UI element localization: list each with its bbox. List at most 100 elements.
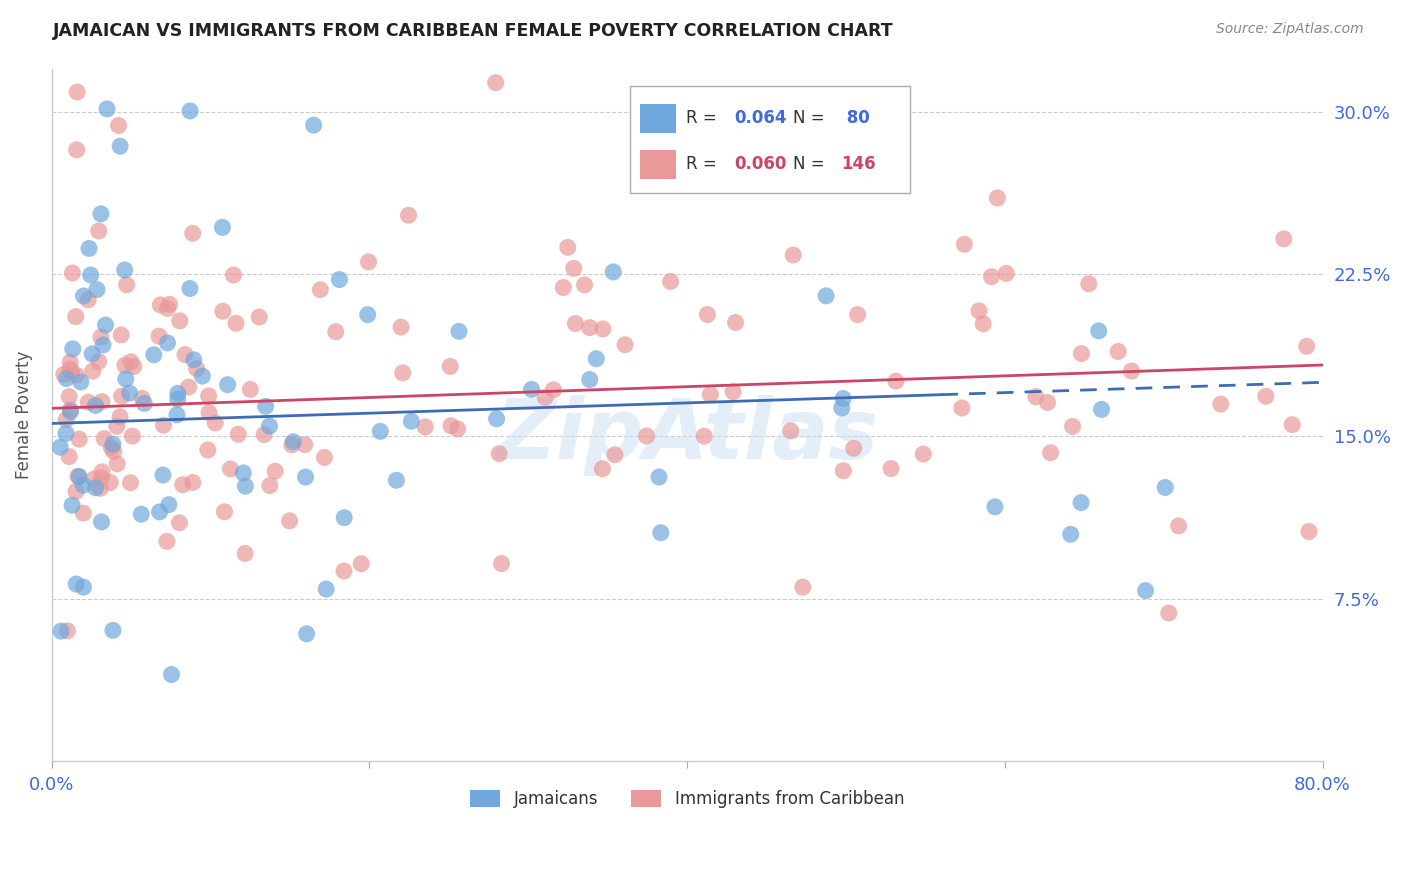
Immigrants from Caribbean	[114, 358, 136, 372]
Immigrants from Caribbean	[721, 384, 744, 399]
Immigrants from Caribbean	[389, 320, 412, 334]
Jamaicans	[142, 348, 165, 362]
Immigrants from Caribbean	[239, 383, 262, 397]
Immigrants from Caribbean	[219, 462, 242, 476]
Immigrants from Caribbean	[557, 240, 579, 254]
Jamaicans	[166, 386, 188, 401]
Immigrants from Caribbean	[181, 475, 204, 490]
Jamaicans	[328, 272, 350, 286]
Jamaicans	[485, 411, 508, 425]
Immigrants from Caribbean	[214, 505, 236, 519]
Jamaicans	[84, 399, 107, 413]
Immigrants from Caribbean	[159, 297, 181, 311]
Jamaicans	[520, 383, 543, 397]
Immigrants from Caribbean	[89, 481, 111, 495]
Immigrants from Caribbean	[253, 427, 276, 442]
Jamaicans	[49, 440, 72, 454]
Immigrants from Caribbean	[659, 275, 682, 289]
Immigrants from Caribbean	[980, 269, 1002, 284]
Immigrants from Caribbean	[578, 320, 600, 334]
Jamaicans	[295, 627, 318, 641]
Immigrants from Caribbean	[439, 359, 461, 374]
Immigrants from Caribbean	[98, 475, 121, 490]
Text: JAMAICAN VS IMMIGRANTS FROM CARIBBEAN FEMALE POVERTY CORRELATION CHART: JAMAICAN VS IMMIGRANTS FROM CARIBBEAN FE…	[53, 22, 894, 40]
Immigrants from Caribbean	[226, 427, 249, 442]
Jamaicans	[160, 667, 183, 681]
Jamaicans	[62, 342, 84, 356]
Immigrants from Caribbean	[90, 330, 112, 344]
Immigrants from Caribbean	[110, 389, 132, 403]
Immigrants from Caribbean	[65, 310, 87, 324]
Jamaicans	[259, 419, 281, 434]
Jamaicans	[235, 479, 257, 493]
Jamaicans	[602, 265, 624, 279]
Jamaicans	[179, 103, 201, 118]
Jamaicans	[283, 434, 305, 449]
Immigrants from Caribbean	[1295, 339, 1317, 353]
Immigrants from Caribbean	[1036, 395, 1059, 409]
Jamaicans	[49, 624, 72, 639]
Immigrants from Caribbean	[1121, 364, 1143, 378]
Jamaicans	[86, 283, 108, 297]
Immigrants from Caribbean	[398, 208, 420, 222]
Jamaicans	[84, 481, 107, 495]
Immigrants from Caribbean	[58, 390, 80, 404]
Immigrants from Caribbean	[880, 461, 903, 475]
Immigrants from Caribbean	[491, 557, 513, 571]
Jamaicans	[55, 426, 77, 441]
Immigrants from Caribbean	[1070, 346, 1092, 360]
Immigrants from Caribbean	[82, 364, 104, 378]
Text: 0.060: 0.060	[734, 155, 786, 173]
Immigrants from Caribbean	[1025, 390, 1047, 404]
Jamaicans	[152, 468, 174, 483]
Jamaicans	[59, 405, 82, 419]
Immigrants from Caribbean	[696, 308, 718, 322]
Immigrants from Caribbean	[197, 389, 219, 403]
Immigrants from Caribbean	[59, 355, 82, 369]
Immigrants from Caribbean	[314, 450, 336, 465]
Jamaicans	[401, 414, 423, 428]
Immigrants from Caribbean	[100, 441, 122, 455]
Immigrants from Caribbean	[91, 465, 114, 479]
Immigrants from Caribbean	[108, 409, 131, 424]
Immigrants from Caribbean	[1077, 277, 1099, 291]
Immigrants from Caribbean	[83, 472, 105, 486]
Immigrants from Caribbean	[90, 471, 112, 485]
Bar	[640, 150, 676, 179]
Immigrants from Caribbean	[281, 438, 304, 452]
Immigrants from Caribbean	[1039, 446, 1062, 460]
Immigrants from Caribbean	[60, 365, 83, 379]
Jamaicans	[648, 470, 671, 484]
Jamaicans	[55, 371, 77, 385]
Jamaicans	[118, 386, 141, 401]
Jamaicans	[96, 102, 118, 116]
Immigrants from Caribbean	[779, 424, 801, 438]
Immigrants from Caribbean	[699, 387, 721, 401]
Jamaicans	[984, 500, 1007, 514]
Immigrants from Caribbean	[105, 457, 128, 471]
Immigrants from Caribbean	[294, 437, 316, 451]
Immigrants from Caribbean	[259, 478, 281, 492]
Jamaicans	[90, 515, 112, 529]
Immigrants from Caribbean	[357, 255, 380, 269]
Immigrants from Caribbean	[950, 401, 973, 415]
Immigrants from Caribbean	[87, 224, 110, 238]
Immigrants from Caribbean	[553, 280, 575, 294]
Immigrants from Caribbean	[1209, 397, 1232, 411]
Text: ZipAtlas: ZipAtlas	[495, 395, 879, 476]
Jamaicans	[156, 335, 179, 350]
Immigrants from Caribbean	[186, 361, 208, 376]
Immigrants from Caribbean	[325, 325, 347, 339]
Immigrants from Caribbean	[107, 119, 129, 133]
Immigrants from Caribbean	[832, 464, 855, 478]
Jamaicans	[1070, 495, 1092, 509]
Immigrants from Caribbean	[222, 268, 245, 282]
Immigrants from Caribbean	[574, 277, 596, 292]
Immigrants from Caribbean	[636, 429, 658, 443]
Immigrants from Caribbean	[1167, 519, 1189, 533]
Immigrants from Caribbean	[120, 355, 142, 369]
Jamaicans	[578, 372, 600, 386]
Jamaicans	[315, 582, 337, 596]
Immigrants from Caribbean	[309, 283, 332, 297]
Jamaicans	[80, 268, 103, 282]
